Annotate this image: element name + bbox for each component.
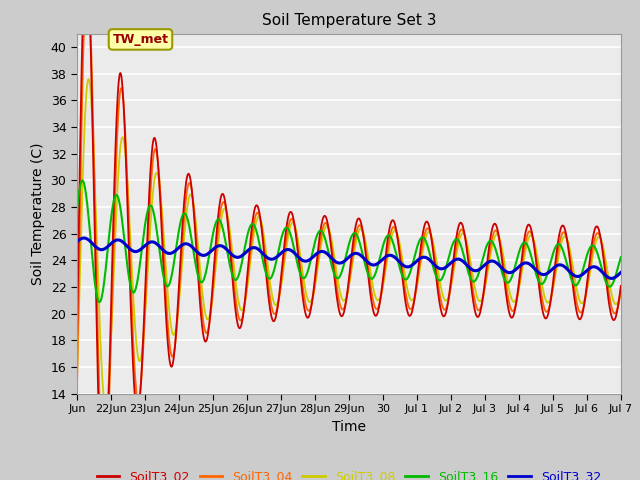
SoilT3_08 <box>314 267 321 273</box>
SoilT3_02 <box>294 250 301 255</box>
SoilT3_32 <box>129 248 137 254</box>
SoilT3_32 <box>508 269 515 275</box>
SoilT3_16 <box>499 270 506 276</box>
SoilT3_02 <box>617 283 625 289</box>
SoilT3_04 <box>499 253 506 259</box>
SoilT3_08 <box>85 76 93 82</box>
SoilT3_08 <box>73 382 81 387</box>
SoilT3_16 <box>129 290 137 296</box>
SoilT3_04 <box>617 288 625 293</box>
SoilT3_32 <box>313 251 321 256</box>
SoilT3_02 <box>499 258 506 264</box>
SoilT3_08 <box>129 297 137 302</box>
SoilT3_08 <box>294 236 301 242</box>
SoilT3_16 <box>96 299 104 305</box>
SoilT3_16 <box>79 178 86 183</box>
SoilT3_32 <box>447 260 455 266</box>
SoilT3_04 <box>100 478 108 480</box>
Line: SoilT3_02: SoilT3_02 <box>77 0 621 480</box>
SoilT3_04 <box>314 261 321 266</box>
Text: TW_met: TW_met <box>113 33 168 46</box>
SoilT3_08 <box>499 246 506 252</box>
SoilT3_08 <box>102 402 109 408</box>
SoilT3_02 <box>447 274 455 279</box>
SoilT3_08 <box>447 281 455 287</box>
X-axis label: Time: Time <box>332 420 366 433</box>
SoilT3_32 <box>73 239 81 245</box>
SoilT3_32 <box>608 276 616 281</box>
SoilT3_16 <box>73 209 81 215</box>
SoilT3_04 <box>73 397 81 403</box>
SoilT3_16 <box>314 231 321 237</box>
SoilT3_02 <box>314 252 321 257</box>
Title: Soil Temperature Set 3: Soil Temperature Set 3 <box>262 13 436 28</box>
SoilT3_02 <box>129 370 137 376</box>
SoilT3_16 <box>617 254 625 260</box>
SoilT3_32 <box>617 270 625 276</box>
SoilT3_04 <box>508 308 516 313</box>
SoilT3_04 <box>447 279 455 285</box>
Line: SoilT3_08: SoilT3_08 <box>77 79 621 405</box>
Line: SoilT3_32: SoilT3_32 <box>77 238 621 278</box>
Legend: SoilT3_02, SoilT3_04, SoilT3_08, SoilT3_16, SoilT3_32: SoilT3_02, SoilT3_04, SoilT3_08, SoilT3_… <box>92 465 606 480</box>
SoilT3_08 <box>617 288 625 294</box>
Line: SoilT3_04: SoilT3_04 <box>77 0 621 480</box>
SoilT3_32 <box>294 253 301 259</box>
SoilT3_04 <box>129 343 137 349</box>
SoilT3_16 <box>294 263 301 269</box>
Line: SoilT3_16: SoilT3_16 <box>77 180 621 302</box>
SoilT3_16 <box>508 274 516 280</box>
SoilT3_04 <box>294 244 301 250</box>
SoilT3_32 <box>80 235 88 241</box>
SoilT3_02 <box>508 315 516 321</box>
SoilT3_08 <box>508 297 516 302</box>
SoilT3_02 <box>73 351 81 357</box>
SoilT3_32 <box>498 265 506 271</box>
Y-axis label: Soil Temperature (C): Soil Temperature (C) <box>31 143 45 285</box>
SoilT3_16 <box>447 245 455 251</box>
